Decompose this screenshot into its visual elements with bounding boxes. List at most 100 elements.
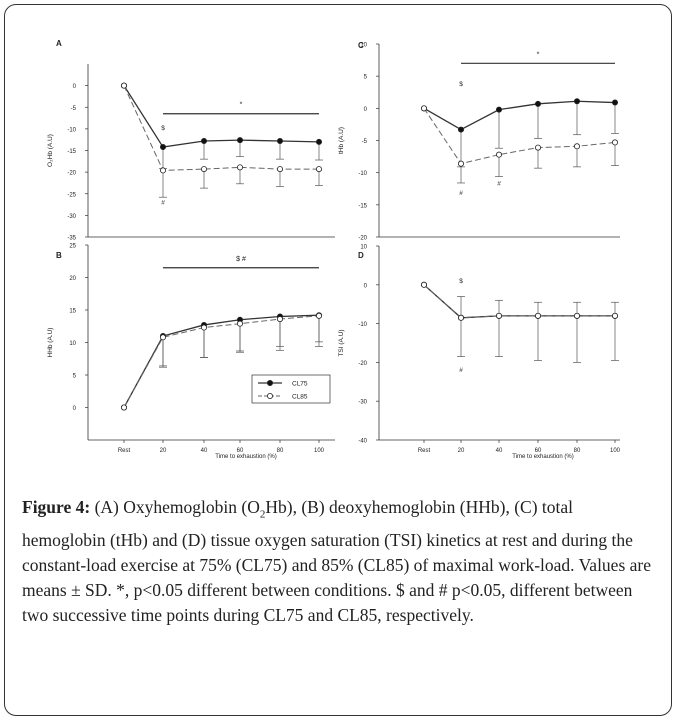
figure-label: Figure 4: bbox=[22, 497, 91, 517]
y-tick-label-c: -20 bbox=[358, 236, 367, 242]
data-point-cl85-d bbox=[612, 312, 619, 319]
series-line-cl75-a bbox=[123, 85, 320, 148]
legend-marker-cl75 bbox=[266, 379, 273, 386]
significance-marker-d: $ bbox=[459, 278, 463, 285]
y-tick-label-a: -5 bbox=[71, 106, 77, 112]
significance-marker-a: # bbox=[161, 200, 165, 207]
x-tick-label-b: 100 bbox=[314, 448, 325, 454]
data-point-cl85-b bbox=[315, 312, 322, 319]
data-point-cl85-c bbox=[612, 139, 619, 146]
series-line-cl85-a bbox=[123, 85, 319, 171]
y-tick-label-b: 5 bbox=[73, 374, 77, 380]
y-tick-label-a: 0 bbox=[73, 84, 77, 90]
y-tick-label-c: -10 bbox=[358, 171, 367, 177]
series-line-cl85-b bbox=[123, 315, 320, 408]
data-point-cl85-d bbox=[535, 312, 542, 319]
data-point-cl75-a bbox=[200, 137, 207, 144]
x-tick-label-b: 20 bbox=[160, 448, 167, 454]
data-point-cl75-a bbox=[276, 137, 283, 144]
series-line-cl85-c bbox=[423, 108, 616, 165]
y-tick-label-c: 5 bbox=[364, 75, 368, 81]
x-tick-label-b: 40 bbox=[201, 448, 208, 454]
legend-label-cl75: CL75 bbox=[292, 381, 308, 388]
x-tick-label-d: Rest bbox=[418, 448, 431, 454]
series-line-cl85-d bbox=[423, 284, 615, 319]
y-tick-label-d: 0 bbox=[364, 283, 368, 289]
data-point-cl85-d bbox=[457, 314, 464, 321]
data-point-cl85-b bbox=[200, 324, 207, 331]
x-tick-label-d: 100 bbox=[610, 448, 621, 454]
y-tick-label-b: 15 bbox=[69, 309, 76, 315]
x-axis-label-d: Time to exhaustion (%) bbox=[512, 454, 573, 460]
y-tick-label-a: -35 bbox=[67, 236, 76, 242]
x-tick-label-d: 40 bbox=[496, 448, 503, 454]
y-tick-label-d: -40 bbox=[358, 439, 367, 445]
data-point-cl85-c bbox=[574, 143, 581, 150]
data-point-cl85-c bbox=[420, 105, 427, 112]
y-tick-label-b: 20 bbox=[69, 276, 76, 282]
data-point-cl85-a bbox=[276, 166, 283, 173]
data-point-cl85-c bbox=[495, 151, 502, 158]
y-tick-label-c: 0 bbox=[364, 107, 368, 113]
data-point-cl85-d bbox=[495, 312, 502, 319]
caption-text-part1: (A) Oxyhemoglobin (O bbox=[90, 497, 260, 517]
y-tick-label-c: -5 bbox=[362, 139, 368, 145]
x-axis-label-b: Time to exhaustion (%) bbox=[215, 454, 276, 460]
panel-label-b: B bbox=[56, 251, 62, 260]
series-line-cl75-d bbox=[423, 284, 615, 319]
x-tick-label-d: 60 bbox=[535, 448, 542, 454]
data-point-cl75-a bbox=[236, 137, 243, 144]
x-tick-label-d: 20 bbox=[458, 448, 465, 454]
y-tick-label-b: 25 bbox=[69, 244, 76, 250]
data-point-cl85-a bbox=[121, 82, 128, 89]
x-tick-label-d: 80 bbox=[574, 448, 581, 454]
data-point-cl85-b bbox=[236, 320, 243, 327]
series-line-cl75-c bbox=[423, 100, 616, 131]
panel-label-d: D bbox=[358, 251, 364, 260]
significance-marker-c: $ bbox=[459, 81, 463, 88]
y-tick-label-d: -20 bbox=[358, 361, 367, 367]
y-tick-label-d: 10 bbox=[360, 245, 367, 251]
series-line-cl75-b bbox=[123, 314, 320, 408]
data-point-cl85-b bbox=[159, 334, 166, 341]
legend-label-cl85: CL85 bbox=[292, 394, 308, 401]
y-tick-label-b: 10 bbox=[69, 341, 76, 347]
legend-marker-cl85 bbox=[266, 392, 273, 399]
y-tick-label-a: -25 bbox=[67, 192, 76, 198]
y-tick-label-b: 0 bbox=[73, 406, 77, 412]
data-point-cl75-a bbox=[159, 144, 166, 151]
legend-box bbox=[251, 374, 331, 404]
y-tick-label-a: -15 bbox=[67, 149, 76, 155]
caption-subscript: 2 bbox=[259, 508, 266, 521]
figure-frame bbox=[4, 4, 672, 716]
data-point-cl85-c bbox=[457, 160, 464, 167]
significance-marker-a: $ bbox=[161, 125, 165, 132]
significance-marker-a: * bbox=[240, 102, 243, 109]
panel-label-a: A bbox=[56, 39, 62, 48]
data-point-cl85-c bbox=[535, 144, 542, 151]
y-tick-label-a: -20 bbox=[67, 171, 76, 177]
significance-marker-d: # bbox=[459, 367, 463, 374]
data-point-cl75-c bbox=[574, 98, 581, 105]
data-point-cl85-a bbox=[200, 166, 207, 173]
panel-label-c: C bbox=[358, 41, 364, 50]
data-point-cl85-b bbox=[121, 404, 128, 411]
significance-marker-b: $ # bbox=[236, 256, 246, 263]
x-tick-label-b: 60 bbox=[237, 448, 244, 454]
significance-marker-c: # bbox=[459, 190, 463, 197]
data-point-cl75-c bbox=[457, 126, 464, 133]
y-tick-label-d: -10 bbox=[358, 322, 367, 328]
data-point-cl85-a bbox=[315, 166, 322, 173]
significance-marker-c: # bbox=[497, 181, 501, 188]
y-tick-label-a: -30 bbox=[67, 214, 76, 220]
figure-caption: Figure 4: (A) Oxyhemoglobin (O2Hb), (B) … bbox=[22, 495, 652, 628]
y-axis-label-d: TSI (A.U) bbox=[338, 329, 345, 356]
y-tick-label-a: -10 bbox=[67, 127, 76, 133]
data-point-cl85-d bbox=[420, 281, 427, 288]
data-point-cl75-c bbox=[612, 99, 619, 106]
y-tick-label-d: -30 bbox=[358, 400, 367, 406]
x-tick-label-b: Rest bbox=[118, 448, 131, 454]
caption-text-part2: Hb), (B) deoxyhemoglobin (HHb), (C) tota… bbox=[22, 497, 651, 625]
data-point-cl85-a bbox=[159, 167, 166, 174]
data-point-cl85-d bbox=[574, 312, 581, 319]
